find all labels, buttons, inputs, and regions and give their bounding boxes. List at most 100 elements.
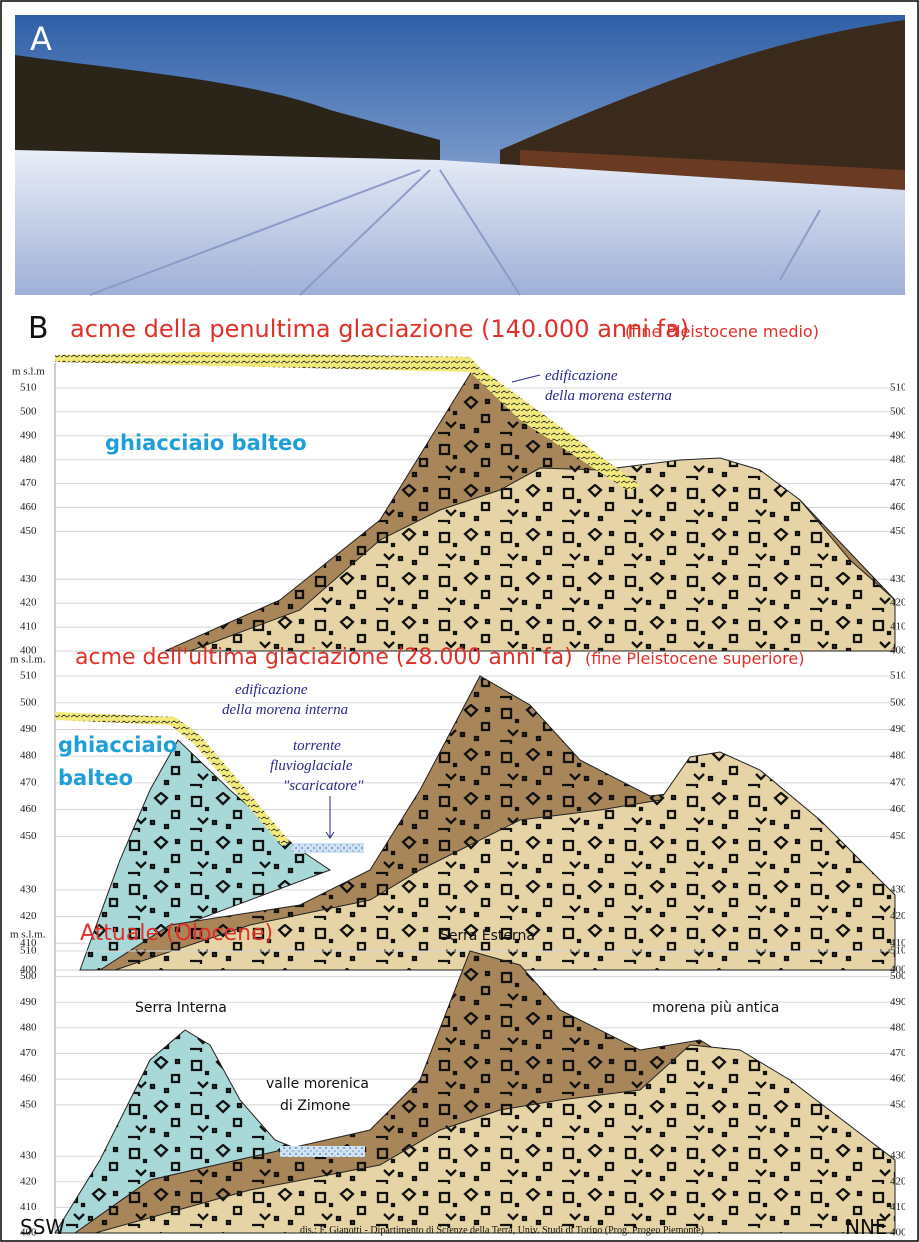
y-tick-label: 500 xyxy=(890,970,907,982)
y-tick-label: 420 xyxy=(890,1175,907,1187)
y-tick-label: 510 xyxy=(20,382,37,394)
feature-label: Serra Esterna xyxy=(440,928,535,944)
y-tick-label: 450 xyxy=(890,1098,907,1110)
y-tick-label: 470 xyxy=(890,477,907,489)
stream xyxy=(280,1146,365,1157)
y-tick-label: 450 xyxy=(20,525,37,537)
section-title: Attuale (Olocene) xyxy=(80,921,273,946)
y-tick-label: 400 xyxy=(890,964,907,976)
y-tick-label: 470 xyxy=(890,776,907,788)
y-tick-label: 450 xyxy=(20,1098,37,1110)
y-tick-label: 420 xyxy=(20,597,37,609)
y-tick-label: 480 xyxy=(20,453,37,465)
y-tick-label: 450 xyxy=(890,525,907,537)
y-tick-label: 490 xyxy=(890,996,907,1008)
y-tick-label: 490 xyxy=(890,723,907,735)
y-tick-label: 430 xyxy=(20,883,37,895)
y-tick-label: 410 xyxy=(20,1201,37,1213)
annotation: torrente xyxy=(293,738,341,754)
y-tick-label: 490 xyxy=(20,429,37,441)
annotation: della morena interna xyxy=(222,702,348,718)
annotation: edificazione xyxy=(545,368,618,384)
y-tick-label: 490 xyxy=(20,996,37,1008)
arrow xyxy=(325,796,335,839)
y-tick-label: 430 xyxy=(890,883,907,895)
y-tick-label: 420 xyxy=(20,1175,37,1187)
orientation: SSW xyxy=(20,1215,65,1239)
y-tick-label: 500 xyxy=(20,970,37,982)
y-tick-label: 470 xyxy=(890,1047,907,1059)
y-tick-label: 500 xyxy=(890,405,907,417)
feature-label: morena più antica xyxy=(652,1000,779,1016)
y-tick-label: 470 xyxy=(20,477,37,489)
moraine-deposit xyxy=(55,352,640,492)
axis-unit: m s.l.m xyxy=(12,366,45,378)
y-tick-label: 410 xyxy=(20,937,37,949)
y-tick-label: 500 xyxy=(20,405,37,417)
y-tick-label: 490 xyxy=(890,429,907,441)
y-tick-label: 400 xyxy=(20,1227,37,1239)
annotation: "scaricatore" xyxy=(283,778,364,794)
annotation: della morena esterna xyxy=(545,388,672,404)
y-tick-label: 480 xyxy=(20,1021,37,1033)
panel-label: B xyxy=(28,311,49,346)
boulder-pattern xyxy=(114,751,896,971)
y-tick-label: 500 xyxy=(20,696,37,708)
y-tick-label: 510 xyxy=(890,382,907,394)
y-tick-label: 400 xyxy=(20,645,37,657)
feature-label: valle morenica xyxy=(266,1076,369,1092)
y-tick-label: 400 xyxy=(890,1227,907,1239)
y-tick-label: 470 xyxy=(20,1047,37,1059)
annotation: fluvioglaciale xyxy=(270,758,353,774)
feature-label: Serra Interna xyxy=(135,1000,227,1016)
y-tick-label: 400 xyxy=(890,645,907,657)
cross-section: Attuale (Olocene) m s.l.m. Serra Esterna… xyxy=(10,921,896,1234)
photo: A xyxy=(15,15,905,296)
y-tick-label: 450 xyxy=(20,830,37,842)
y-tick-label: 410 xyxy=(890,937,907,949)
section-subtitle: (fine Pleistocene superiore) xyxy=(585,649,804,668)
y-tick-label: 510 xyxy=(20,945,37,957)
y-tick-label: 420 xyxy=(20,910,37,922)
boulder-pattern xyxy=(94,1044,896,1234)
arrow xyxy=(511,374,541,383)
section-title: acme della penultima glaciazione (140.00… xyxy=(70,315,689,343)
section-title: acme dell'ultima glaciazione (28.000 ann… xyxy=(75,645,573,670)
feature-label: di Zimone xyxy=(280,1098,350,1114)
section-subtitle: (fine Pleistocene medio) xyxy=(625,322,819,341)
y-tick-label: 510 xyxy=(890,670,907,682)
y-tick-label: 480 xyxy=(890,453,907,465)
y-tick-label: 480 xyxy=(20,750,37,762)
y-tick-label: 480 xyxy=(890,1021,907,1033)
cross-section: acme dell'ultima glaciazione (28.000 ann… xyxy=(10,645,896,971)
boulder-pattern xyxy=(189,457,896,652)
y-tick-label: 500 xyxy=(890,696,907,708)
y-tick-label: 430 xyxy=(20,573,37,585)
y-tick-label: 470 xyxy=(20,776,37,788)
y-tick-label: 430 xyxy=(20,1150,37,1162)
y-tick-label: 460 xyxy=(20,803,37,815)
y-tick-label: 510 xyxy=(20,670,37,682)
ice-label: balteo xyxy=(58,766,133,790)
y-tick-label: 420 xyxy=(890,910,907,922)
y-tick-label: 460 xyxy=(890,501,907,513)
y-tick-label: 430 xyxy=(890,573,907,585)
y-tick-label: 480 xyxy=(890,750,907,762)
axes: 510 510 500 500 490 490 480 480 470 470 460 460 450 4… xyxy=(20,382,907,1239)
y-tick-label: 410 xyxy=(890,1201,907,1213)
axis-unit: m s.l.m. xyxy=(10,654,46,666)
y-tick-label: 460 xyxy=(890,803,907,815)
y-tick-label: 400 xyxy=(20,964,37,976)
y-tick-label: 420 xyxy=(890,597,907,609)
y-tick-label: 490 xyxy=(20,723,37,735)
y-tick-label: 510 xyxy=(890,945,907,957)
panel-label: A xyxy=(30,20,52,58)
orientation: NNE xyxy=(845,1215,888,1239)
y-tick-label: 460 xyxy=(20,501,37,513)
ice-label: ghiacciaio xyxy=(58,733,177,757)
y-tick-label: 410 xyxy=(890,621,907,633)
stream xyxy=(292,843,364,853)
y-tick-label: 460 xyxy=(20,1073,37,1085)
